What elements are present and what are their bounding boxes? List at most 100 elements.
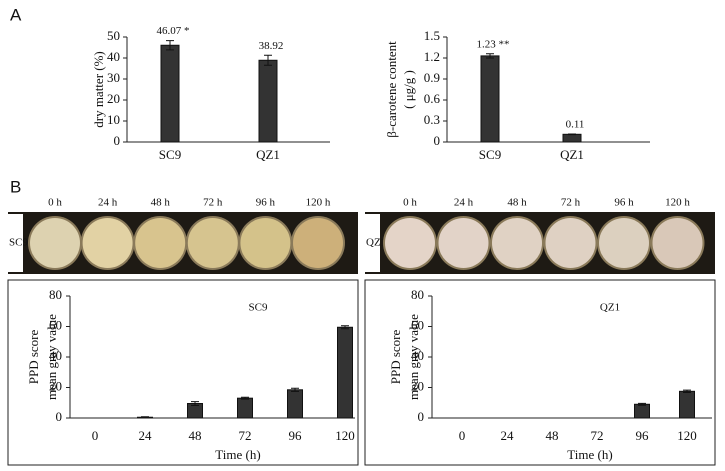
photo-time: 72 h: [203, 197, 223, 209]
photo-time: 120 h: [665, 197, 690, 209]
photo-time: 24 h: [98, 197, 118, 209]
y-tick-label: 40: [49, 348, 62, 363]
x-tick-label: 72: [239, 428, 252, 443]
bar: [679, 390, 695, 419]
x-tick-label: SC9: [479, 147, 501, 162]
x-tick-label: 120: [335, 428, 355, 443]
value-label: 46.07 *: [157, 25, 190, 37]
bar: [160, 44, 180, 143]
y-tick-label: 20: [49, 378, 62, 393]
x-tick-label: 0: [459, 428, 466, 443]
error-bar: [486, 53, 494, 59]
value-label: 38.92: [259, 40, 284, 52]
chart-title: QZ1: [600, 302, 620, 314]
error-bar: [191, 401, 199, 406]
root-slice: [240, 218, 291, 268]
x-tick-label: 48: [546, 428, 559, 443]
root-slice: [385, 218, 435, 268]
photo-label: SC9: [9, 237, 28, 249]
bar: [562, 133, 582, 143]
y-tick-label: 1.2: [424, 49, 440, 64]
y-tick-label: 60: [49, 317, 62, 332]
error-bar: [141, 416, 149, 419]
panel-label: B: [10, 177, 21, 196]
root-slice: [652, 218, 703, 268]
photo-label: QZ1: [366, 237, 386, 249]
bar: [634, 403, 650, 419]
y-tick-label: 1.5: [424, 28, 440, 43]
x-tick-label: QZ1: [560, 147, 584, 162]
x-axis-label: Time (h): [567, 447, 612, 462]
error-bar: [166, 40, 174, 51]
x-axis-label: Time (h): [215, 447, 260, 462]
chart-frame: [7, 279, 359, 466]
y-tick-label: 0: [418, 409, 425, 424]
y-tick-label: 0: [56, 409, 63, 424]
photo-time: 0 h: [48, 197, 62, 209]
bar: [237, 397, 253, 419]
panel-label: A: [10, 5, 22, 24]
root-slice: [293, 218, 343, 268]
y-tick-label: 0: [434, 133, 441, 148]
y-tick-label: 20: [107, 91, 120, 106]
photo-time: 24 h: [454, 197, 474, 209]
y-tick-label: 0.9: [424, 70, 440, 85]
y-tick-label: 40: [411, 348, 424, 363]
photo-time: 96 h: [256, 197, 276, 209]
x-tick-label: 72: [591, 428, 604, 443]
photo-time: 96 h: [614, 197, 634, 209]
y-axis-label: mean gray value: [406, 314, 421, 400]
root-slice: [438, 218, 489, 268]
y-axis-label: dry matter (%): [91, 51, 106, 128]
x-tick-label: 96: [636, 428, 650, 443]
bar: [287, 389, 303, 419]
bar: [480, 55, 500, 143]
x-tick-label: 120: [677, 428, 697, 443]
y-tick-label: 40: [107, 49, 120, 64]
error-bar: [568, 133, 576, 136]
root-slice: [82, 218, 133, 268]
photo-time: 72 h: [561, 197, 581, 209]
y-tick-label: 80: [49, 287, 62, 302]
bar: [337, 326, 353, 419]
photo-label-box: [8, 214, 23, 272]
x-tick-label: 0: [92, 428, 99, 443]
y-axis-label: ( μg/g ): [401, 70, 416, 109]
root-slice: [545, 218, 596, 268]
root-slice: [135, 218, 186, 268]
root-slice: [492, 218, 542, 268]
error-bar: [241, 396, 249, 400]
error-bar: [683, 389, 691, 394]
y-tick-label: 80: [411, 287, 424, 302]
x-tick-label: 24: [139, 428, 153, 443]
y-tick-label: 50: [107, 28, 120, 43]
value-label: 1.23 **: [477, 38, 510, 50]
root-slice: [187, 218, 238, 268]
photo-label-box: [365, 214, 380, 272]
y-tick-label: 30: [107, 70, 120, 85]
y-axis-label: PPD score: [26, 330, 41, 385]
x-tick-label: SC9: [159, 147, 181, 162]
value-label: 0.11: [566, 118, 585, 130]
chart-frame: [364, 279, 716, 466]
y-tick-label: 0.6: [424, 91, 441, 106]
y-axis-label: mean gray value: [44, 314, 59, 400]
photo-time: 48 h: [151, 197, 171, 209]
y-tick-label: 60: [411, 317, 424, 332]
y-tick-label: 20: [411, 378, 424, 393]
error-bar: [638, 402, 646, 406]
root-slice: [30, 218, 80, 268]
y-tick-label: 10: [107, 112, 120, 127]
x-tick-label: 24: [501, 428, 515, 443]
y-tick-label: 0.3: [424, 112, 440, 127]
photo-time: 120 h: [306, 197, 331, 209]
chart-title: SC9: [249, 302, 268, 314]
x-tick-label: 96: [289, 428, 303, 443]
error-bar: [291, 387, 299, 392]
error-bar: [264, 54, 272, 66]
root-slice: [599, 218, 649, 268]
photo-time: 0 h: [403, 197, 417, 209]
y-tick-label: 0: [114, 133, 121, 148]
